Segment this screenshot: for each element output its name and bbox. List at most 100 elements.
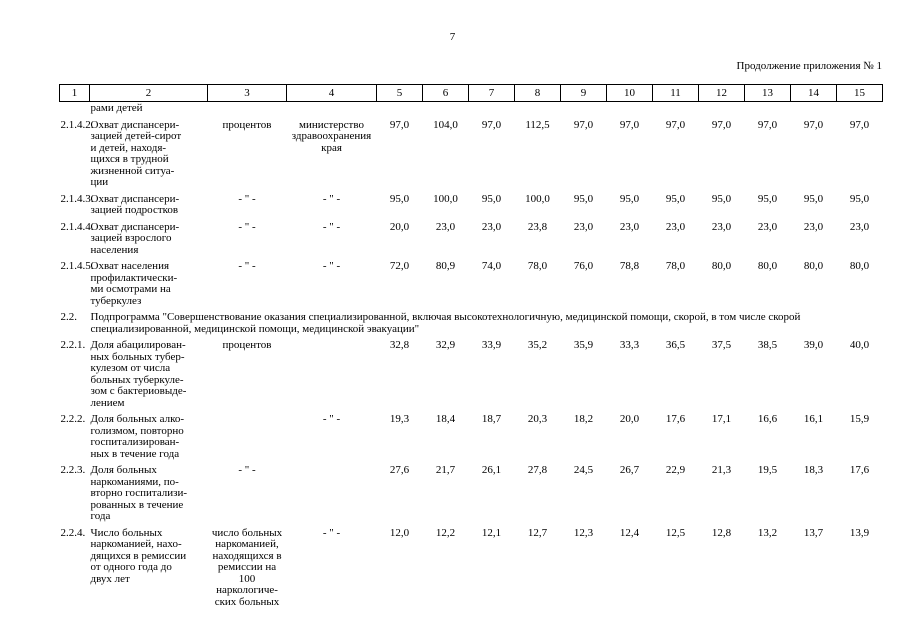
value-cell: 23,0 <box>849 220 870 233</box>
table-body: рами детей 2.1.4.2. Охват диспансери- заци… <box>60 102 883 613</box>
unit-cell: число больных наркоманией, находящихся в… <box>211 526 283 608</box>
value-cell <box>837 102 883 119</box>
column-number-cell: 2 <box>89 84 208 102</box>
value-cell: 95,0 <box>803 192 824 205</box>
value-cell: 72,0 <box>389 260 410 272</box>
table-row: 2.2.1. Доля абацилирован- ных больных туб… <box>60 339 883 413</box>
row-number-cell <box>60 102 90 119</box>
value-cell: 100,0 <box>433 192 458 205</box>
value-cell: 35,2 <box>527 339 548 351</box>
value-cell: 20,0 <box>389 220 410 233</box>
continuation-note: Продолжение приложения № 1 <box>736 60 882 72</box>
value-cell: 23,0 <box>757 220 778 233</box>
value-cell <box>377 102 423 119</box>
value-cell: 12,3 <box>573 526 594 539</box>
column-number-cell: 9 <box>560 84 607 102</box>
value-cell: 23,0 <box>435 220 456 233</box>
value-cell: 16,6 <box>757 413 778 425</box>
value-cell: 12,1 <box>481 526 502 539</box>
value-cell <box>699 102 745 119</box>
value-cell: 21,7 <box>435 464 456 476</box>
source-cell <box>287 339 377 413</box>
value-cell: 23,0 <box>619 220 640 233</box>
value-cell: 36,5 <box>665 339 686 351</box>
value-cell: 97,0 <box>849 118 870 131</box>
value-cell: 78,0 <box>527 260 548 272</box>
value-cell: 26,1 <box>481 464 502 476</box>
value-cell: 23,0 <box>481 220 502 233</box>
value-cell: 100,0 <box>525 192 550 205</box>
value-cell: 23,0 <box>803 220 824 233</box>
value-cell: 80,0 <box>849 260 870 272</box>
value-cell: 22,9 <box>665 464 686 476</box>
indicator-name-cell: Доля больных наркоманиями, по- вторно го… <box>90 464 188 522</box>
value-cell: 27,6 <box>389 464 410 476</box>
indicator-name-cell: Охват диспансери- зацией подростков <box>90 192 180 216</box>
column-number-cell: 6 <box>422 84 469 102</box>
value-cell: 12,5 <box>665 526 686 539</box>
indicator-name-cell: рами детей <box>90 102 143 114</box>
value-cell: 38,5 <box>757 339 778 351</box>
value-cell <box>561 102 607 119</box>
column-number-cell: 12 <box>698 84 745 102</box>
table-row: 2.2.4. Число больных наркоманией, нахо- д… <box>60 527 883 613</box>
section-row: 2.2. Подпрограмма "Совершенствование оказ… <box>60 311 883 339</box>
value-cell: 12,8 <box>711 526 732 539</box>
source-cell: - " - <box>322 260 341 272</box>
table-header: 1 2 3 4 5 6 7 8 9 10 11 12 13 14 15 <box>59 84 883 102</box>
table-row: 2.2.2. Доля больных алко- голизмом, повто… <box>60 413 883 464</box>
column-number-cell: 11 <box>652 84 699 102</box>
value-cell: 18,3 <box>803 464 824 476</box>
value-cell: 95,0 <box>757 192 778 205</box>
value-cell: 35,9 <box>573 339 594 351</box>
value-cell: 76,0 <box>573 260 594 272</box>
page-number: 7 <box>449 31 456 43</box>
value-cell: 32,9 <box>435 339 456 351</box>
row-number-cell: 2.2.4. <box>60 526 86 539</box>
value-cell: 18,2 <box>573 413 594 425</box>
row-number-cell: 2.1.4.4. <box>60 220 94 233</box>
table-row: 2.1.4.4. Охват диспансери- зацией взросло… <box>60 221 883 261</box>
indicator-name-cell: Охват диспансери- зацией взрослого насел… <box>90 220 180 256</box>
source-cell: - " - <box>322 413 341 425</box>
value-cell <box>423 102 469 119</box>
unit-cell: - " - <box>238 464 256 476</box>
source-cell: - " - <box>322 192 341 205</box>
row-number-cell: 2.2.2. <box>60 413 86 425</box>
unit-cell <box>208 102 287 119</box>
unit-cell: - " - <box>238 192 256 205</box>
value-cell: 97,0 <box>803 118 824 131</box>
value-cell <box>653 102 699 119</box>
value-cell: 19,5 <box>757 464 778 476</box>
value-cell: 32,8 <box>389 339 410 351</box>
unit-cell: процентов <box>222 118 272 131</box>
table-row: 2.1.4.2. Охват диспансери- зацией детей-с… <box>60 119 883 193</box>
value-cell: 95,0 <box>619 192 640 205</box>
table-header-row: 1 2 3 4 5 6 7 8 9 10 11 12 13 14 15 <box>59 84 883 102</box>
source-cell <box>287 464 377 527</box>
value-cell: 95,0 <box>711 192 732 205</box>
value-cell: 24,5 <box>573 464 594 476</box>
value-cell: 112,5 <box>525 118 550 131</box>
value-cell <box>745 102 791 119</box>
value-cell: 19,3 <box>389 413 410 425</box>
value-cell: 97,0 <box>481 118 502 131</box>
value-cell: 80,0 <box>803 260 824 272</box>
value-cell: 21,3 <box>711 464 732 476</box>
column-number-cell: 14 <box>790 84 837 102</box>
value-cell <box>791 102 837 119</box>
value-cell: 80,0 <box>711 260 732 272</box>
value-cell <box>515 102 561 119</box>
value-cell: 78,8 <box>619 260 640 272</box>
unit-cell <box>208 413 287 464</box>
indicator-name-cell: Доля абацилирован- ных больных тубер- ку… <box>90 339 187 409</box>
indicator-name-cell: Доля больных алко- голизмом, повторно го… <box>90 413 185 460</box>
value-cell: 95,0 <box>849 192 870 205</box>
value-cell <box>607 102 653 119</box>
value-cell: 97,0 <box>711 118 732 131</box>
value-cell: 37,5 <box>711 339 732 351</box>
value-cell: 33,9 <box>481 339 502 351</box>
value-cell: 95,0 <box>573 192 594 205</box>
value-cell: 12,4 <box>619 526 640 539</box>
